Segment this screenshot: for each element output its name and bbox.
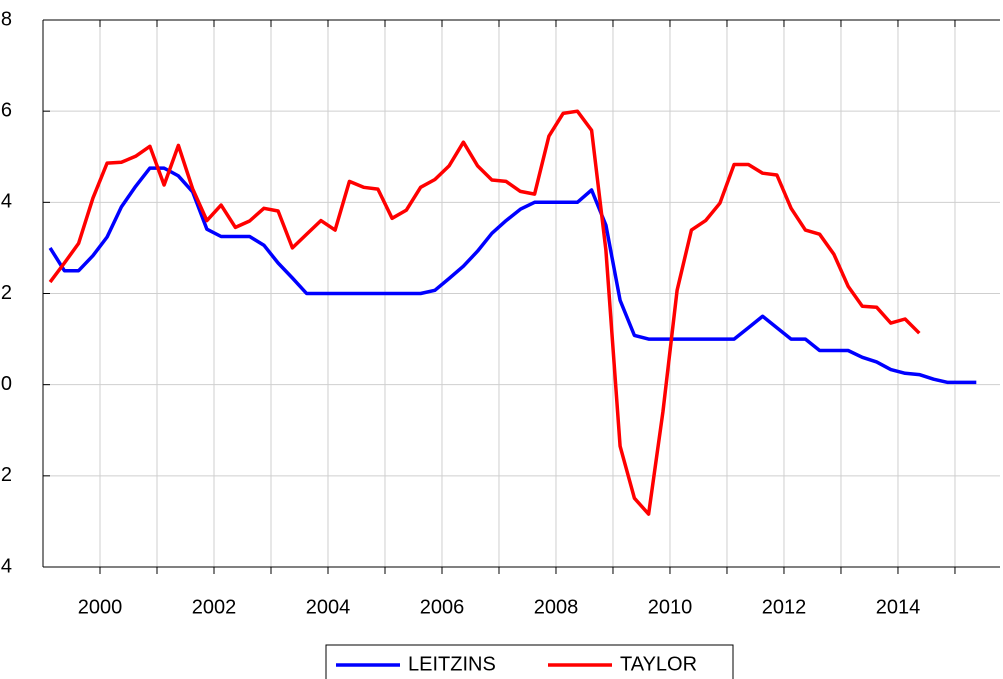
x-tick-label: 2012 [762, 596, 807, 618]
legend-box [325, 644, 734, 679]
y-tick-label: -2 [0, 464, 12, 486]
x-tick-label: 2014 [876, 596, 921, 618]
x-tick-label: 2002 [192, 596, 237, 618]
legend-label: LEITZINS [408, 653, 496, 675]
y-tick-label: 2 [1, 282, 12, 304]
x-tick-label: 2010 [648, 596, 693, 618]
line-series [48, 166, 977, 385]
x-tick-label: 2004 [306, 596, 351, 618]
y-tick-label: 6 [1, 99, 12, 121]
y-tick-label: -4 [0, 555, 12, 577]
legend-label: TAYLOR [620, 653, 697, 675]
y-tick-label: 4 [1, 191, 12, 213]
y-tick-label: 0 [1, 373, 12, 395]
line-series [48, 109, 921, 516]
x-tick-label: 2006 [420, 596, 465, 618]
x-tick-label: 2000 [78, 596, 123, 618]
x-tick-label: 2008 [534, 596, 579, 618]
y-tick-label: 8 [1, 8, 12, 30]
